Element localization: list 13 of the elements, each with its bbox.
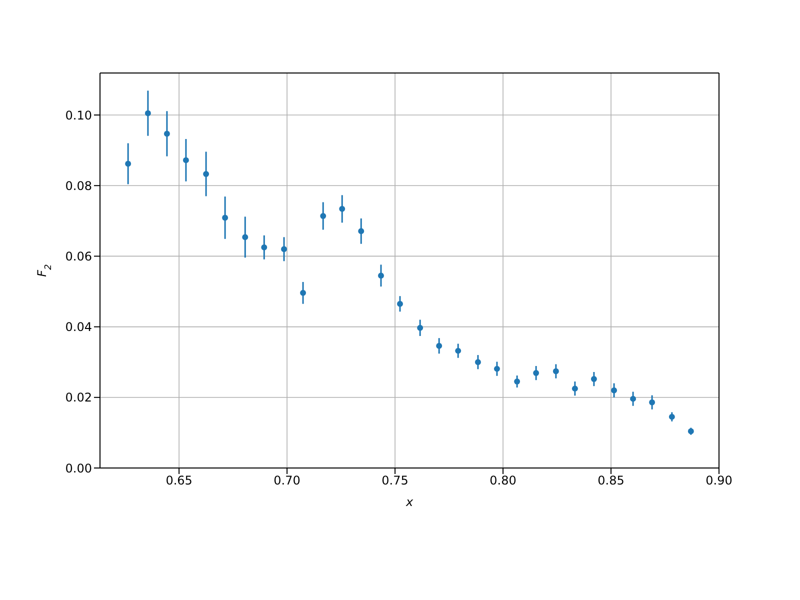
x-axis-title: x — [404, 495, 414, 509]
x-tick-label: 0.85 — [598, 474, 624, 488]
x-tick-label: 0.90 — [706, 474, 732, 488]
x-tick-label: 0.65 — [166, 474, 192, 488]
y-tick-label: 0.04 — [65, 320, 92, 334]
y-tick-label: 0.10 — [65, 108, 92, 122]
x-tick-label: 0.80 — [490, 474, 516, 488]
x-tick-label: 0.70 — [274, 474, 300, 488]
y-tick-label: 0.08 — [65, 178, 92, 193]
x-tick-label: 0.75 — [382, 474, 408, 488]
y-tick-label: 0.06 — [65, 249, 92, 264]
y-tick-label: 0.00 — [65, 461, 92, 476]
y-tick-label: 0.02 — [65, 390, 92, 405]
